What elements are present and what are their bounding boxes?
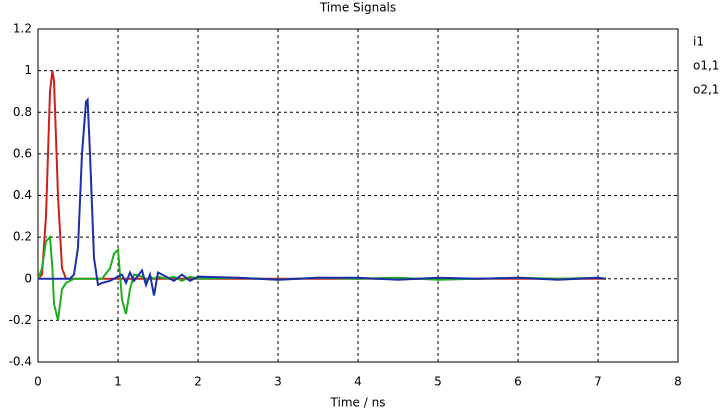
x-tick-label: 0: [34, 375, 42, 389]
y-tick-label: 0.2: [13, 230, 32, 244]
y-tick-label: 1: [24, 63, 32, 77]
x-tick-label: 4: [354, 375, 362, 389]
x-tick-label: 6: [514, 375, 522, 389]
chart-title: Time Signals: [319, 1, 396, 15]
series-line: [37, 70, 606, 280]
x-tick-label: 7: [594, 375, 602, 389]
y-tick-label: -0.2: [9, 313, 32, 327]
y-tick-label: 0: [24, 271, 32, 285]
legend-label: o1,1: [693, 59, 719, 73]
x-tick-label: 5: [434, 375, 442, 389]
y-tick-label: 0.6: [13, 146, 32, 160]
x-tick-label: 3: [274, 375, 282, 389]
x-tick-label: 8: [674, 375, 682, 389]
x-axis-label: Time / ns: [330, 396, 386, 410]
y-tick-label: -0.4: [9, 355, 32, 369]
legend-label: i1: [693, 35, 704, 49]
y-tick-label: 0.4: [13, 188, 32, 202]
y-tick-label: 0.8: [13, 105, 32, 119]
x-tick-label: 2: [194, 375, 202, 389]
x-tick-label: 1: [114, 375, 122, 389]
legend-label: o2,1: [693, 83, 719, 97]
series-line: [38, 96, 607, 296]
y-tick-label: 1.2: [13, 22, 32, 36]
